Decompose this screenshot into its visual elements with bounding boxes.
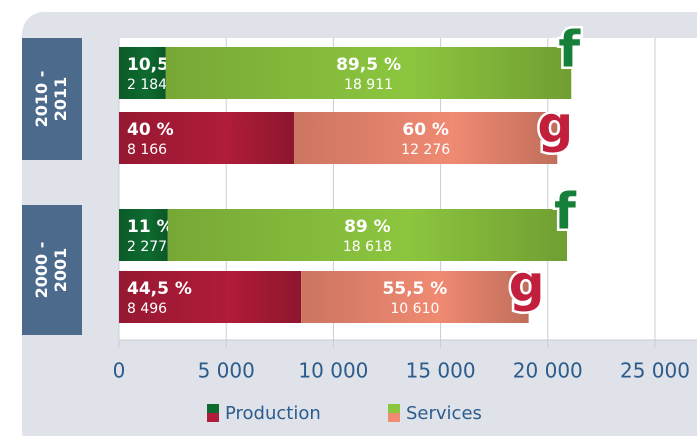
group-label: 2011 bbox=[51, 77, 70, 122]
x-tick-label: 5 000 bbox=[198, 359, 255, 383]
share-label: 44,5 % bbox=[127, 279, 192, 299]
bar-segment bbox=[294, 112, 558, 164]
bar-segment bbox=[301, 271, 529, 323]
value-label: 18 618 bbox=[343, 239, 392, 255]
bar-icon: g bbox=[509, 255, 545, 313]
share-label: 40 % bbox=[127, 120, 174, 140]
value-label: 2 184 bbox=[127, 77, 167, 93]
bar-icon: f bbox=[558, 21, 581, 79]
value-label: 8 166 bbox=[127, 142, 167, 158]
x-tick-label: 10 000 bbox=[298, 359, 368, 383]
bar-segment bbox=[119, 112, 295, 164]
legend-swatch bbox=[388, 413, 400, 422]
group-label: 2001 bbox=[51, 248, 70, 293]
group-label: 2000 - bbox=[32, 242, 51, 299]
legend-label: Production bbox=[225, 403, 321, 424]
legend-swatch bbox=[388, 404, 400, 413]
share-label: 89 % bbox=[344, 217, 391, 237]
x-tick-label: 15 000 bbox=[406, 359, 476, 383]
legend-swatch bbox=[207, 404, 219, 413]
bar-segment bbox=[167, 209, 567, 261]
legend-swatch bbox=[207, 413, 219, 422]
group-box bbox=[22, 38, 82, 160]
bar-icon: g bbox=[537, 96, 573, 154]
value-label: 18 911 bbox=[344, 77, 393, 93]
share-label: 55,5 % bbox=[382, 279, 447, 299]
bar-segment bbox=[119, 47, 166, 99]
share-label: 89,5 % bbox=[336, 55, 401, 75]
value-label: 8 496 bbox=[127, 301, 167, 317]
bar-segment bbox=[119, 271, 302, 323]
group-box bbox=[22, 205, 82, 335]
share-label: 11 % bbox=[127, 217, 174, 237]
x-tick-label: 20 000 bbox=[513, 359, 583, 383]
value-label: 12 276 bbox=[401, 142, 450, 158]
bar-icon: f bbox=[554, 183, 577, 241]
share-label: 60 % bbox=[402, 120, 449, 140]
group-label: 2010 - bbox=[32, 71, 51, 128]
bar-segment bbox=[119, 209, 168, 261]
value-label: 10 610 bbox=[390, 301, 439, 317]
x-tick-label: 0 bbox=[113, 359, 126, 383]
bar-segment bbox=[165, 47, 572, 99]
legend-label: Services bbox=[406, 403, 482, 424]
value-label: 2 277 bbox=[127, 239, 167, 255]
x-tick-label: 25 000 bbox=[620, 359, 690, 383]
